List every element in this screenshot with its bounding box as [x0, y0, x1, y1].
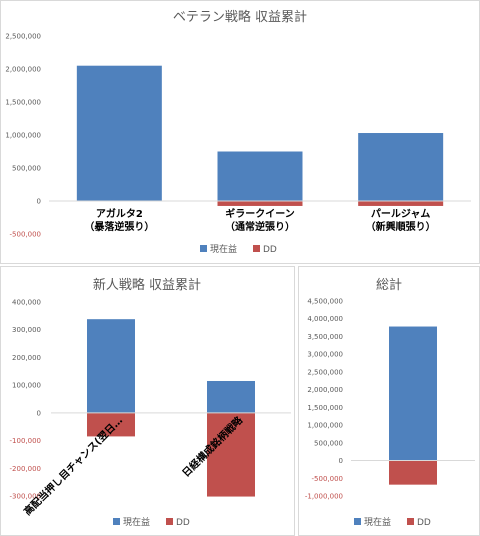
chart-title: 新人戦略 収益累計 — [93, 277, 201, 293]
legend-label-profit: 現在益 — [123, 516, 150, 528]
chart-legend: 現在益 DD — [354, 516, 431, 528]
total-chart: 総計 4,500,000 4,000,000 3,500,000 3,000,000 2… — [305, 277, 475, 528]
legend-swatch-profit — [354, 518, 361, 525]
bar-dd — [87, 412, 135, 437]
y-tick-label: 4,000,000 — [307, 315, 343, 323]
veteran-chart-panel: ベテラン戦略 収益累計 2,500,000 2,000,000 1,500,000 1… — [0, 0, 480, 264]
category-label: （通常逆張り） — [225, 220, 295, 233]
y-tick-label: 3,000,000 — [307, 351, 343, 359]
newcomer-chart: 新人戦略 収益累計 400,000 300,000 200,000 100,000 0 -… — [10, 277, 291, 528]
bar-profit — [76, 65, 162, 201]
y-tick-label: -500,000 — [312, 475, 343, 483]
y-tick-label: -100,000 — [10, 437, 41, 445]
chart-title: ベテラン戦略 収益累計 — [173, 9, 307, 25]
y-tick-label: 1,500,000 — [5, 99, 41, 107]
y-tick-label: 500,000 — [12, 165, 41, 173]
category-label: アガルタ2 — [96, 207, 143, 220]
y-tick-label: 3,500,000 — [307, 333, 343, 341]
y-tick-label: 300,000 — [12, 326, 41, 334]
y-tick-label: 2,000,000 — [307, 386, 343, 394]
y-tick-label: 500,000 — [314, 439, 343, 447]
bar-profit — [207, 380, 255, 413]
category-label: パールジャム — [371, 208, 431, 220]
legend-label-profit: 現在益 — [210, 243, 237, 255]
y-tick-label: 400,000 — [12, 299, 41, 307]
y-tick-label: 200,000 — [12, 354, 41, 362]
y-tick-label: 1,000,000 — [5, 132, 41, 140]
legend-swatch-dd — [166, 518, 173, 525]
bar-profit — [389, 326, 437, 461]
bar-dd — [217, 201, 303, 206]
y-tick-label: 2,500,000 — [5, 33, 41, 41]
chart-title: 総計 — [376, 277, 402, 293]
legend-label-profit: 現在益 — [364, 516, 391, 528]
legend-swatch-profit — [200, 245, 207, 252]
legend-swatch-dd — [253, 245, 260, 252]
bar-dd — [207, 412, 255, 497]
y-tick-label: 2,000,000 — [5, 66, 41, 74]
y-tick-label: 100,000 — [12, 382, 41, 390]
bar-profit — [87, 319, 135, 413]
legend-label-dd: DD — [176, 518, 190, 528]
bar-profit — [217, 151, 303, 201]
y-tick-label: 1,500,000 — [307, 404, 343, 412]
chart-legend: 現在益 DD — [113, 516, 190, 528]
y-tick-label: 1,000,000 — [307, 422, 343, 430]
y-tick-label: -1,000,000 — [305, 493, 343, 501]
category-label: （暴落逆張り） — [84, 220, 154, 233]
category-label: （新興順張り） — [366, 220, 436, 233]
y-tick-label: -500,000 — [10, 231, 41, 239]
legend-label-dd: DD — [417, 518, 431, 528]
bar-dd — [389, 460, 437, 485]
y-tick-label: 0 — [37, 409, 41, 417]
bar-dd — [358, 201, 444, 206]
y-tick-label: -200,000 — [10, 465, 41, 473]
newcomer-chart-panel: 新人戦略 収益累計 400,000 300,000 200,000 100,000 0 -… — [0, 266, 295, 536]
legend-swatch-profit — [113, 518, 120, 525]
legend-label-dd: DD — [263, 245, 277, 255]
chart-legend: 現在益 DD — [200, 243, 277, 255]
y-tick-label: 0 — [339, 457, 343, 465]
y-tick-label: 4,500,000 — [307, 298, 343, 306]
total-chart-panel: 総計 4,500,000 4,000,000 3,500,000 3,000,000 2… — [298, 266, 480, 536]
category-label: ギラークイーン — [225, 207, 295, 220]
y-tick-label: -300,000 — [10, 493, 41, 501]
bar-profit — [358, 133, 444, 201]
y-tick-label: 2,500,000 — [307, 368, 343, 376]
veteran-chart: ベテラン戦略 収益累計 2,500,000 2,000,000 1,500,000 1… — [5, 9, 471, 255]
legend-swatch-dd — [407, 518, 414, 525]
y-tick-label: 0 — [37, 198, 41, 206]
